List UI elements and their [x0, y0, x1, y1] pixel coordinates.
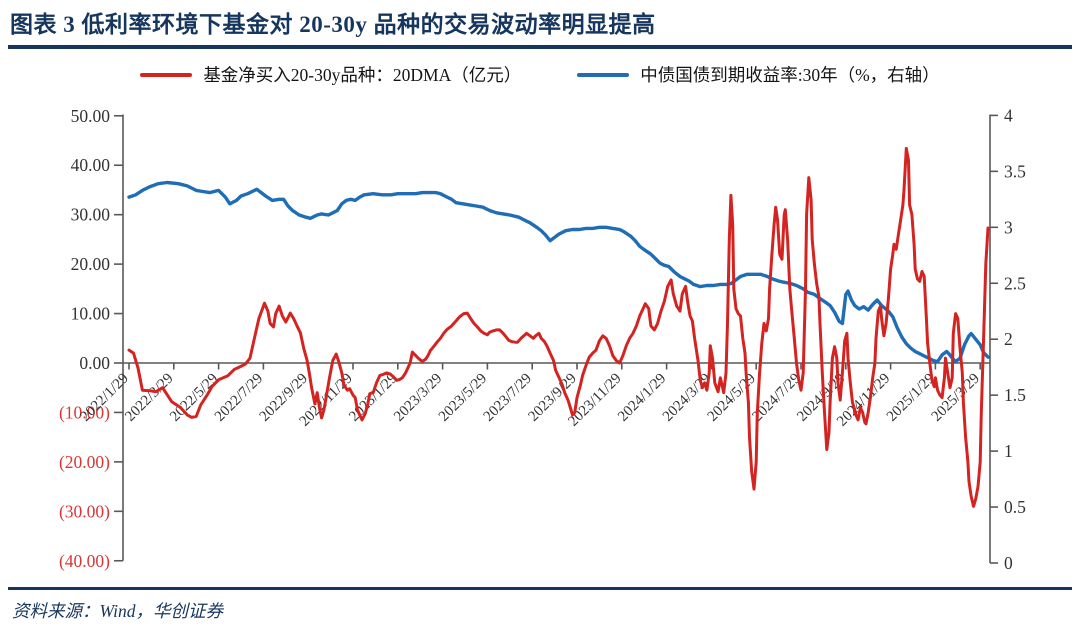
yield-series-label: 中债国债到期收益率:30年（%，右轴） [640, 65, 940, 85]
right-axis-label: 1 [1004, 441, 1013, 461]
title-divider [8, 45, 1072, 49]
right-axis-label: 3 [1004, 217, 1013, 237]
left-axis-label: 40.00 [71, 155, 111, 175]
right-axis-label: 0 [1004, 553, 1013, 573]
left-axis-label: (20.00) [59, 452, 110, 472]
yield-30y-line [127, 180, 990, 364]
left-axis-label: 20.00 [71, 254, 111, 274]
right-axis-label: 2.5 [1004, 273, 1026, 293]
x-axis-label: 2023/7/29 [481, 371, 535, 425]
legend-item-fund-net-buy: 基金净买入20-30y品种：20DMA（亿元） [140, 62, 521, 87]
x-axis-label: 2024/5/29 [705, 371, 759, 425]
fund-series-label: 基金净买入20-30y品种：20DMA（亿元） [203, 65, 522, 85]
left-axis-label: (30.00) [59, 501, 110, 521]
left-axis-label: (40.00) [59, 551, 110, 571]
left-axis-label: 50.00 [71, 106, 111, 126]
left-axis-label: 30.00 [71, 205, 111, 225]
right-axis-label: 2 [1004, 329, 1013, 349]
x-axis-label: 2024/3/29 [660, 371, 714, 425]
left-axis: 50.00 40.00 30.00 20.00 10.00 0.00 (10.00) (20.… [59, 106, 124, 571]
right-axis-label: 1.5 [1004, 385, 1026, 405]
right-axis: 4 3.5 3 2.5 2 1.5 1 0.5 0 [989, 105, 1026, 573]
figure-title: 图表 3 低利率环境下基金对 20-30y 品种的交易波动率明显提高 [10, 12, 656, 37]
right-axis-label: 3.5 [1004, 161, 1026, 181]
legend-item-yield-30y: 中债国债到期收益率:30年（%，右轴） [577, 62, 940, 87]
right-axis-label: 4 [1004, 105, 1013, 125]
x-axis-label: 2024/1/29 [615, 371, 669, 425]
chart-legend: 基金净买入20-30y品种：20DMA（亿元） 中债国债到期收益率:30年（%，… [0, 62, 1080, 87]
fund-net-buy-line [127, 146, 990, 508]
left-axis-label: 0.00 [79, 353, 110, 373]
x-axis-label: 2023/5/29 [436, 371, 490, 425]
yield-series-swatch [577, 72, 630, 77]
left-axis-label: 10.00 [71, 304, 111, 324]
x-axis-label: 2025/1/29 [884, 371, 938, 425]
data-source-note: 资料来源：Wind，华创证券 [12, 601, 223, 621]
fund-series-swatch [140, 72, 193, 77]
footer-divider [8, 587, 1072, 590]
right-axis-label: 0.5 [1004, 497, 1026, 517]
left-axis-label: (10.00) [59, 402, 110, 422]
